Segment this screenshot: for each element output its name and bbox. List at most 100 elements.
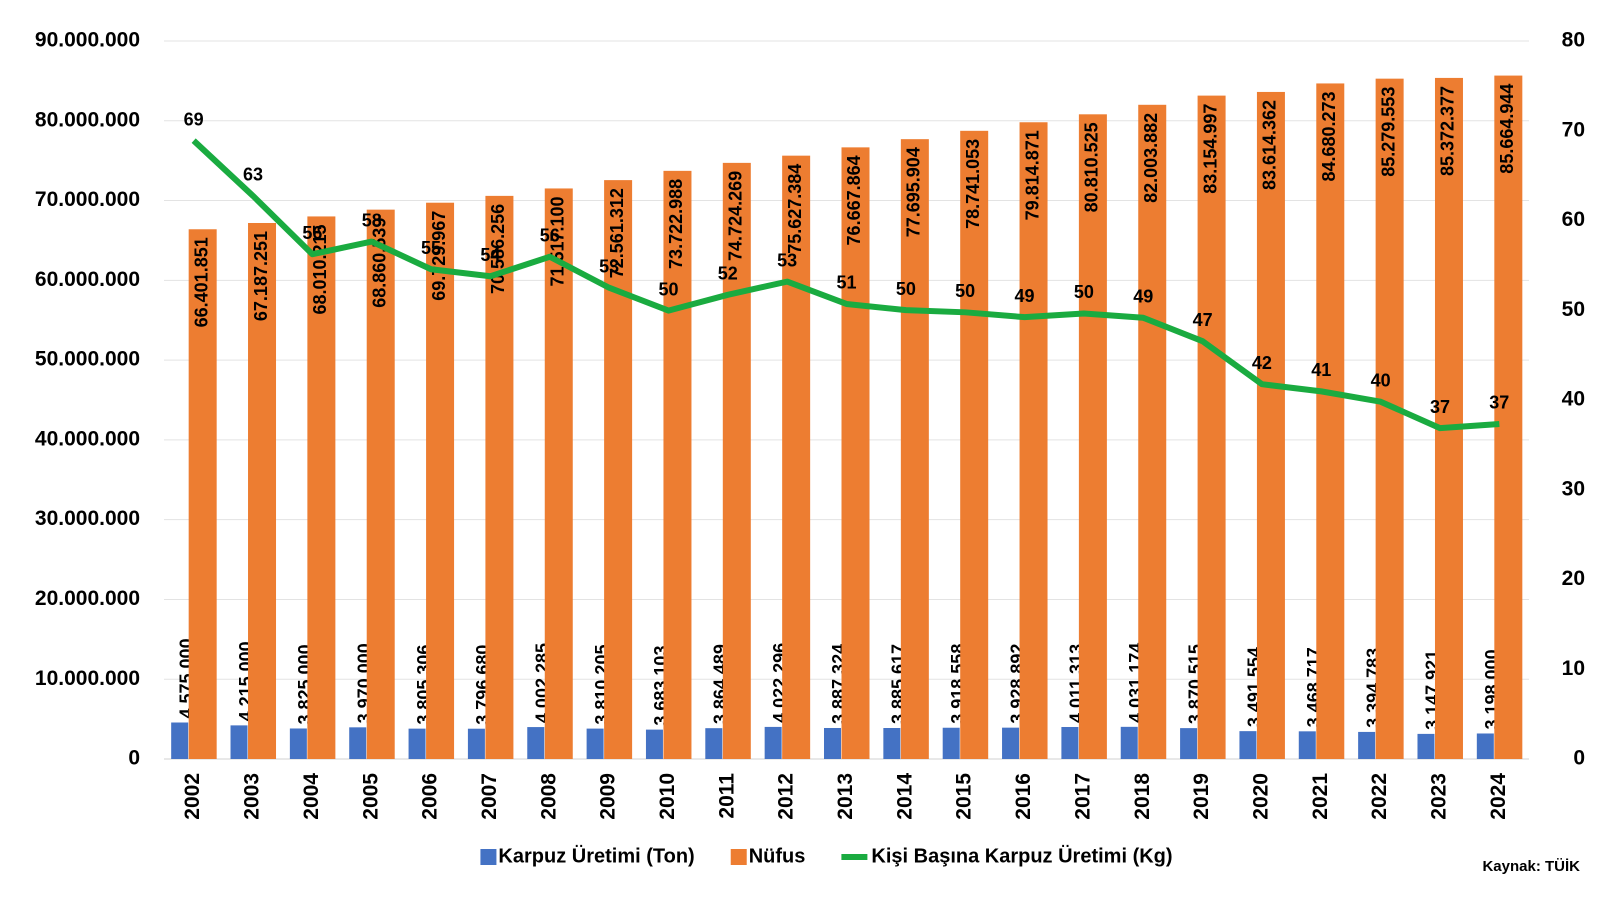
y2-tick-label: 60: [1562, 208, 1585, 231]
bar: [1120, 726, 1138, 759]
bar-value-label: 85.279.553: [1378, 87, 1398, 177]
x-tick-label: 2009: [597, 773, 620, 820]
line-value-label: 69: [184, 109, 204, 129]
bar: [171, 722, 189, 759]
line-value-label: 47: [1193, 310, 1213, 330]
bar-value-label: 76.667.864: [844, 155, 864, 245]
x-tick-label: 2017: [1071, 773, 1094, 820]
x-tick-label: 2022: [1368, 773, 1391, 820]
x-tick-label: 2010: [656, 773, 679, 820]
line-value-label: 53: [777, 250, 797, 270]
bar: [366, 209, 395, 759]
bar: [1494, 75, 1523, 760]
legend-label: Karpuz Üretimi (Ton): [498, 844, 694, 867]
bar: [1061, 726, 1079, 759]
legend-label: Kişi Başına Karpuz Üretimi (Kg): [871, 844, 1172, 867]
y-tick-label: 80.000.000: [35, 108, 140, 131]
x-tick-label: 2002: [181, 773, 204, 820]
bar-value-label: 74.724.269: [726, 171, 746, 261]
bar: [289, 728, 307, 759]
x-tick-label: 2012: [775, 773, 798, 820]
y-tick-label: 70.000.000: [35, 188, 140, 211]
line-value-label: 50: [1074, 282, 1094, 302]
bar: [188, 229, 217, 759]
y-tick-label: 20.000.000: [35, 587, 140, 610]
legend-swatch: [480, 849, 497, 865]
bar: [1256, 91, 1285, 760]
y2-tick-label: 70: [1562, 118, 1585, 141]
bar: [485, 195, 514, 759]
x-tick-label: 2007: [478, 773, 501, 820]
y2-tick-label: 10: [1562, 657, 1585, 680]
bar: [307, 216, 336, 759]
line-value-label: 63: [243, 165, 263, 185]
x-tick-label: 2020: [1249, 773, 1272, 820]
bar: [705, 728, 723, 759]
legend-label: Nüfus: [749, 845, 806, 867]
bar: [1138, 104, 1167, 759]
bar-value-label: 69.729.967: [429, 211, 449, 301]
x-tick-label: 2006: [419, 773, 442, 820]
line-value-label: 42: [1252, 353, 1272, 373]
line: [191, 138, 1500, 432]
bar: [722, 162, 751, 759]
bar: [1239, 731, 1257, 759]
line-value-label: 37: [1489, 393, 1509, 413]
bar: [408, 728, 426, 759]
bar: [782, 155, 811, 760]
bar: [349, 727, 367, 759]
y-tick-label: 90.000.000: [35, 29, 140, 52]
bar: [230, 725, 248, 759]
bar-value-label: 83.154.997: [1200, 104, 1220, 194]
line-value-label: 56: [540, 226, 560, 246]
bar: [824, 727, 841, 759]
bar: [942, 727, 960, 759]
y-tick-label: 60.000.000: [35, 268, 140, 291]
line-value-label: 54: [480, 245, 500, 265]
bar-value-label: 84.680.273: [1319, 91, 1339, 181]
x-tick-label: 2011: [715, 773, 738, 819]
y-tick-label: 10.000.000: [35, 667, 140, 690]
bar-value-label: 83.614.362: [1260, 100, 1280, 190]
y-tick-label: 0: [128, 747, 140, 770]
y-tick-label: 40.000.000: [35, 427, 140, 450]
x-tick-label: 2005: [359, 773, 382, 820]
bar: [586, 728, 604, 759]
y2-tick-label: 40: [1562, 388, 1585, 411]
bar: [527, 727, 545, 759]
bar: [960, 130, 989, 759]
bar: [1002, 727, 1020, 759]
bar: [1434, 77, 1463, 759]
y2-tick-label: 30: [1562, 477, 1585, 500]
source-note: Kaynak: TÜİK: [1482, 858, 1580, 875]
bar-value-label: 66.401.851: [191, 237, 211, 327]
bar-value-label: 67.187.251: [251, 231, 271, 321]
bar: [1316, 83, 1345, 760]
bar-value-label: 79.814.871: [1022, 130, 1042, 220]
bar-value-label: 75.627.384: [785, 164, 805, 254]
x-tick-label: 2004: [300, 773, 323, 820]
line-value-label: 40: [1371, 370, 1391, 390]
line-value-label: 56: [302, 223, 322, 243]
line-value-label: 51: [836, 273, 856, 293]
bar-value-label: 80.810.525: [1082, 122, 1102, 212]
line-value-label: 37: [1430, 397, 1450, 417]
bar-value-label: 72.561.312: [607, 188, 627, 278]
x-tick-label: 2014: [893, 773, 916, 820]
bar-value-label: 82.003.882: [1141, 113, 1161, 203]
bar: [604, 180, 633, 760]
bar-value-label: 85.372.377: [1438, 86, 1458, 176]
x-tick-label: 2013: [834, 773, 857, 820]
x-tick-label: 2018: [1131, 773, 1154, 820]
x-tick-label: 2003: [241, 773, 264, 820]
bar: [1298, 731, 1316, 759]
x-tick-label: 2008: [537, 773, 560, 820]
line-value-label: 53: [599, 256, 619, 276]
x-tick-label: 2023: [1428, 773, 1451, 820]
bar: [1476, 733, 1494, 759]
bar: [900, 139, 929, 759]
y2-tick-label: 0: [1573, 747, 1585, 770]
y-tick-label: 30.000.000: [35, 507, 140, 530]
bar: [645, 729, 663, 759]
